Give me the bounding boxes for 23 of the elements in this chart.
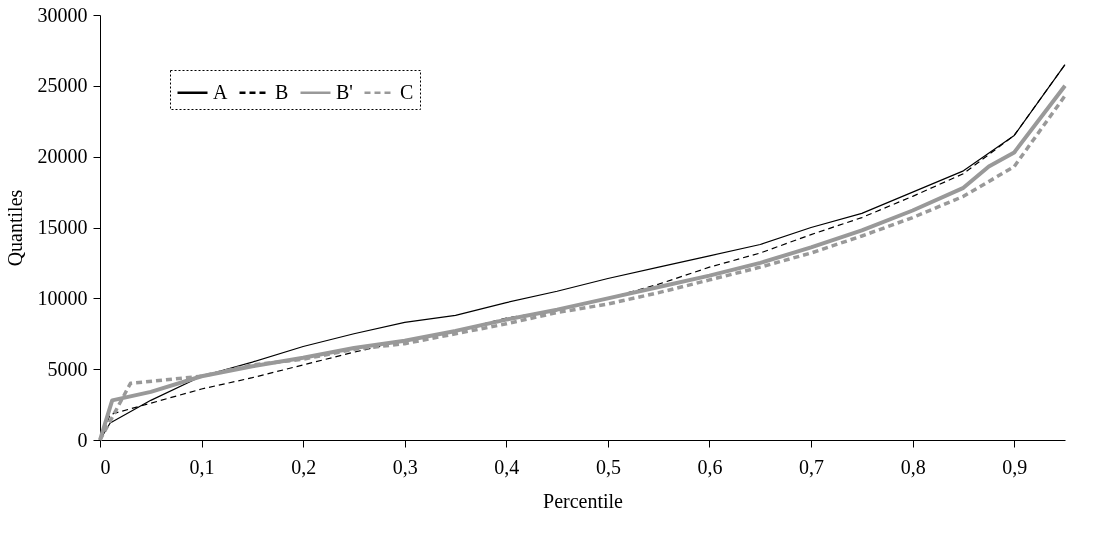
y-tick-label: 30000 [37, 3, 88, 26]
y-tick-label: 0 [77, 428, 88, 451]
legend-label: C [400, 80, 414, 103]
x-tick-label: 0,3 [392, 455, 418, 478]
legend-label: B' [336, 80, 353, 103]
legend-label: B [275, 80, 289, 103]
x-tick-label: 0,8 [900, 455, 926, 478]
x-tick-label: 0,2 [291, 455, 317, 478]
x-tick-label: 0,9 [1002, 455, 1028, 478]
x-tick-label: 0,1 [189, 455, 215, 478]
legend-label: A [213, 80, 228, 103]
x-tick-label: 0,6 [697, 455, 723, 478]
y-tick-label: 25000 [37, 74, 88, 97]
y-tick-label: 20000 [37, 145, 88, 168]
x-tick-label: 0,5 [595, 455, 621, 478]
y-axis-title: Quantiles [3, 189, 26, 267]
x-axis-title: Percentile [543, 489, 624, 512]
y-tick-label: 5000 [47, 357, 88, 380]
x-tick-label: 0 [100, 455, 111, 478]
y-tick-label: 10000 [37, 286, 88, 309]
x-tick-label: 0,4 [494, 455, 520, 478]
x-tick-label: 0,7 [799, 455, 825, 478]
y-tick-label: 15000 [37, 216, 88, 238]
